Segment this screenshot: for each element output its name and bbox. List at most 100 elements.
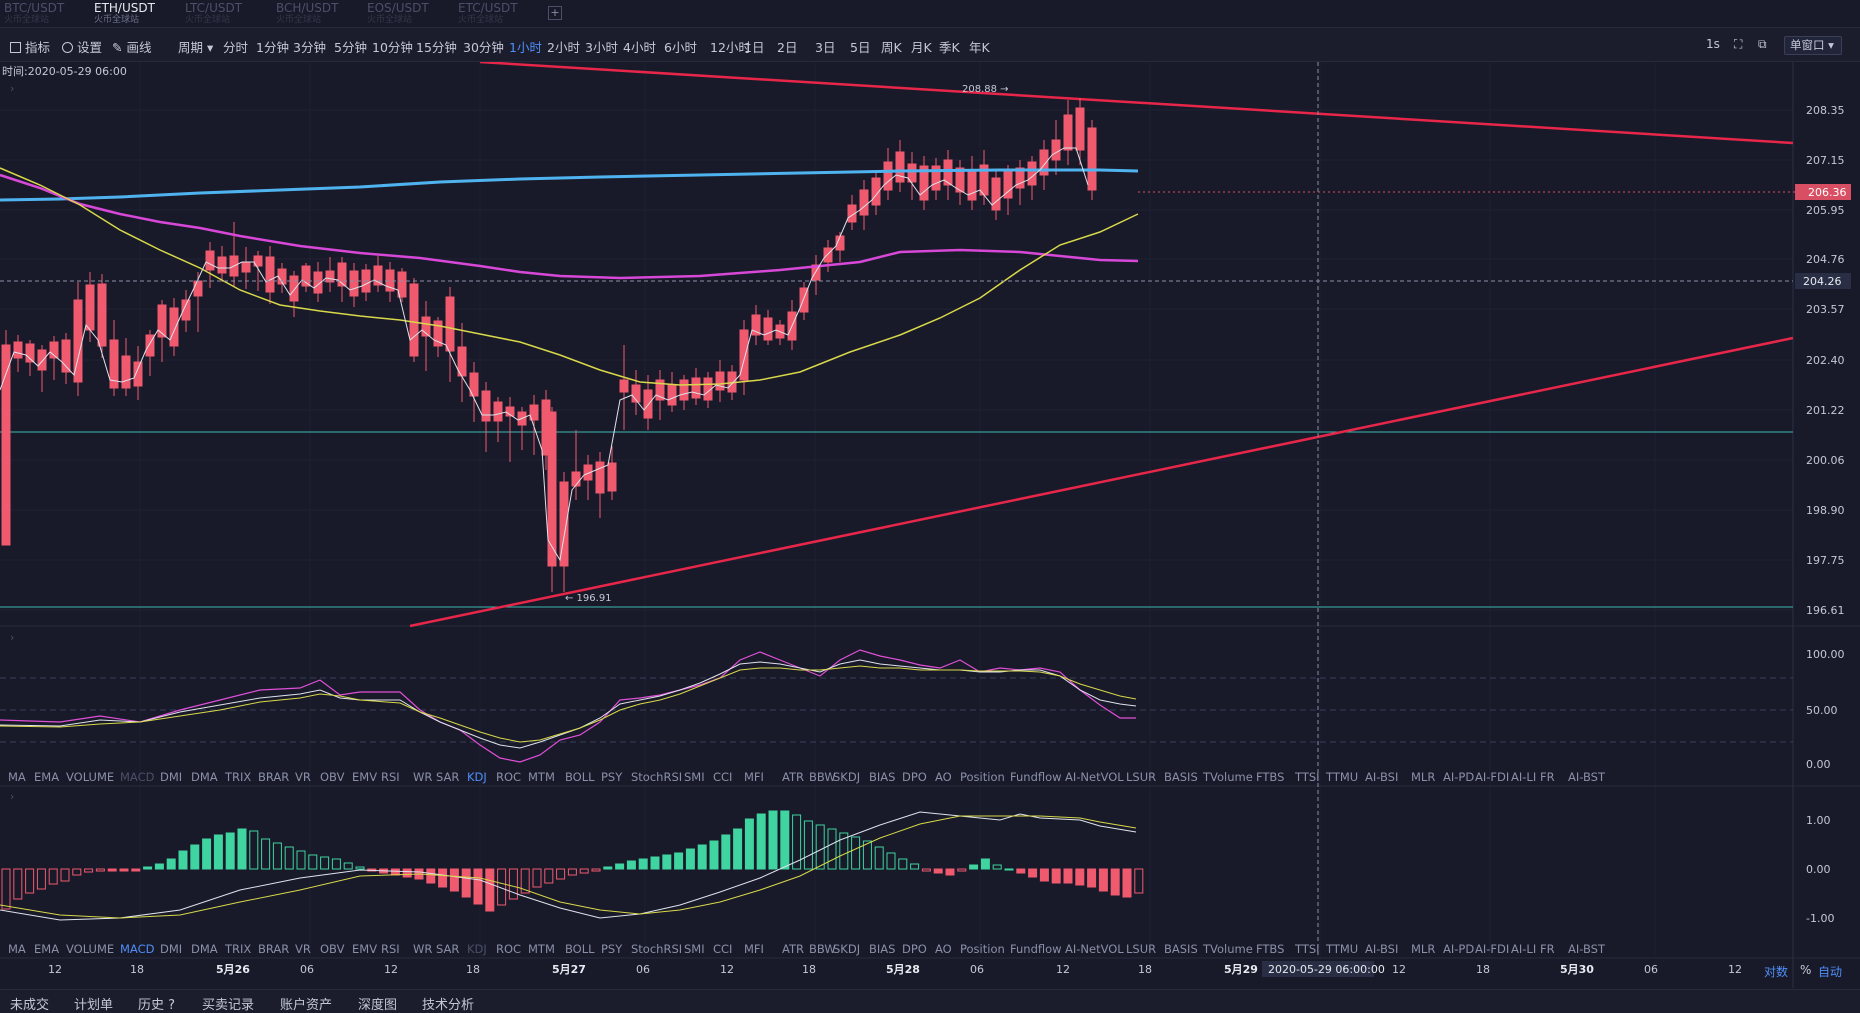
indicator-option-emv[interactable]: EMV — [352, 942, 378, 956]
market-tab-eos[interactable]: EOS/USDT 火币全球站 — [367, 2, 429, 26]
indicator-option-vr[interactable]: VR — [295, 942, 311, 956]
indicator-option-ai-pd[interactable]: AI-PD — [1443, 942, 1475, 956]
indicator-option-mlr[interactable]: MLR — [1411, 770, 1436, 784]
indicator-option-brar[interactable]: BRAR — [258, 770, 290, 784]
indicator-option-ai-bsi[interactable]: AI-BSI — [1365, 770, 1399, 784]
indicator-option-fr[interactable]: FR — [1540, 770, 1555, 784]
period-18[interactable]: 月K — [911, 40, 932, 55]
market-tab-ltc[interactable]: LTC/USDT 火币全球站 — [185, 2, 242, 26]
indicator-option-wr[interactable]: WR — [413, 942, 433, 956]
tab-trade-records[interactable]: 买卖记录 — [202, 998, 255, 1013]
market-tab-bch[interactable]: BCH/USDT 火币全球站 — [276, 2, 338, 26]
indicator-option-macd[interactable]: MACD — [120, 770, 155, 784]
indicator-option-ai-fdi[interactable]: AI-FDI — [1475, 770, 1510, 784]
indicator-option-ftbs[interactable]: FTBS — [1256, 770, 1285, 784]
indicator-option-ao[interactable]: AO — [935, 770, 952, 784]
indicator-option-bias[interactable]: BIAS — [869, 770, 896, 784]
indicator-option-dmi[interactable]: DMI — [160, 770, 183, 784]
collapse-arrow-icon[interactable]: › — [10, 790, 15, 803]
indicator-option-dmi[interactable]: DMI — [160, 942, 183, 956]
period-2[interactable]: 3分钟 — [293, 40, 326, 55]
window-mode-select[interactable]: 单窗口 ▾ — [1784, 36, 1842, 55]
indicator-option-bbw[interactable]: BBW — [809, 942, 836, 956]
settings-button[interactable]: 设置 — [62, 37, 102, 56]
candlestick-chart[interactable]: 208.35 207.15 205.95 204.76 203.57 202.40 201.… — [0, 62, 1860, 988]
period-8[interactable]: 2小时 — [547, 40, 580, 55]
indicator-option-ma[interactable]: MA — [8, 770, 26, 784]
indicator-option-volume[interactable]: VOLUME — [66, 770, 115, 784]
indicator-option-basis[interactable]: BASIS — [1164, 942, 1198, 956]
indicator-option-macd[interactable]: MACD — [120, 942, 155, 956]
log-scale-link[interactable]: 对数 — [1764, 965, 1789, 979]
indicator-option-trix[interactable]: TRIX — [225, 770, 252, 784]
indicator-option-atr[interactable]: ATR — [782, 770, 804, 784]
period-4[interactable]: 10分钟 — [372, 40, 413, 55]
tab-account-assets[interactable]: 账户资产 — [280, 998, 333, 1013]
indicator-option-tvolume[interactable]: TVolume — [1203, 770, 1253, 784]
indicator-option-trix[interactable]: TRIX — [225, 942, 252, 956]
period-0[interactable]: 分时 — [223, 40, 249, 55]
indicator-option-boll[interactable]: BOLL — [565, 770, 595, 784]
add-market-tab-button[interactable]: + — [548, 6, 562, 20]
period-16[interactable]: 5日 — [850, 40, 871, 55]
period-3[interactable]: 5分钟 — [334, 40, 367, 55]
indicator-option-kdj[interactable]: KDJ — [467, 770, 487, 784]
indicator-option-dma[interactable]: DMA — [191, 942, 218, 956]
indicator-option-obv[interactable]: OBV — [320, 942, 345, 956]
indicator-option-sar[interactable]: SAR — [436, 770, 460, 784]
indicator-option-rsi[interactable]: RSI — [381, 770, 400, 784]
indicator-option-ai-netvol[interactable]: AI-NetVOL — [1065, 942, 1124, 956]
indicator-option-mfi[interactable]: MFI — [744, 770, 764, 784]
indicator-option-boll[interactable]: BOLL — [565, 942, 595, 956]
indicator-option-ttmu[interactable]: TTMU — [1326, 942, 1359, 956]
market-tab-btc[interactable]: BTC/USDT 火币全球站 — [4, 2, 64, 26]
indicator-option-ttsi[interactable]: TTSI — [1295, 770, 1320, 784]
indicator-option-lsur[interactable]: LSUR — [1126, 942, 1157, 956]
indicator-option-rsi[interactable]: RSI — [381, 942, 400, 956]
indicator-option-ao[interactable]: AO — [935, 942, 952, 956]
collapse-arrow-icon[interactable]: › — [10, 631, 15, 644]
period-12[interactable]: 12小时 — [710, 40, 751, 55]
tab-plan-orders[interactable]: 计划单 — [74, 998, 114, 1013]
indicator-option-smi[interactable]: SMI — [684, 942, 705, 956]
indicator-option-cci[interactable]: CCI — [713, 770, 733, 784]
indicator-option-psy[interactable]: PSY — [601, 942, 623, 956]
indicator-option-ai-pd[interactable]: AI-PD — [1443, 770, 1475, 784]
market-tab-etc[interactable]: ETC/USDT 火币全球站 — [458, 2, 518, 26]
indicator-option-lsur[interactable]: LSUR — [1126, 770, 1157, 784]
market-tab-eth[interactable]: ETH/USDT 火币全球站 — [94, 2, 155, 26]
indicator-option-kdj[interactable]: KDJ — [467, 942, 487, 956]
auto-scale-link[interactable]: 自动 — [1818, 965, 1843, 979]
indicator-option-fundflow[interactable]: Fundflow — [1010, 942, 1062, 956]
percent-scale-link[interactable]: % — [1800, 963, 1812, 977]
draw-button[interactable]: ✎ 画线 — [112, 37, 151, 56]
period-9[interactable]: 3小时 — [585, 40, 618, 55]
indicator-option-stochrsi[interactable]: StochRSI — [631, 942, 683, 956]
indicator-option-psy[interactable]: PSY — [601, 770, 623, 784]
period-10[interactable]: 4小时 — [623, 40, 656, 55]
collapse-arrow-icon[interactable]: › — [10, 82, 15, 95]
indicator-option-dma[interactable]: DMA — [191, 770, 218, 784]
indicator-option-ttsi[interactable]: TTSI — [1295, 942, 1320, 956]
indicator-option-ai-fdi[interactable]: AI-FDI — [1475, 942, 1510, 956]
indicator-option-ai-li[interactable]: AI-LI — [1511, 942, 1537, 956]
period-17[interactable]: 周K — [881, 40, 902, 55]
indicator-button[interactable]: 指标 — [10, 37, 50, 56]
tab-depth-chart[interactable]: 深度图 — [358, 998, 398, 1013]
indicator-option-ema[interactable]: EMA — [34, 770, 60, 784]
period-1[interactable]: 1分钟 — [256, 40, 289, 55]
period-13[interactable]: 1日 — [744, 40, 765, 55]
indicator-option-basis[interactable]: BASIS — [1164, 770, 1198, 784]
indicator-option-roc[interactable]: ROC — [496, 942, 522, 956]
indicator-option-mfi[interactable]: MFI — [744, 942, 764, 956]
period-7[interactable]: 1小时 — [509, 40, 542, 55]
indicator-option-fr[interactable]: FR — [1540, 942, 1555, 956]
indicator-option-ai-bst[interactable]: AI-BST — [1568, 942, 1606, 956]
popout-icon[interactable]: ⧉ — [1758, 37, 1767, 51]
indicator-option-ma[interactable]: MA — [8, 942, 26, 956]
indicator-option-tvolume[interactable]: TVolume — [1203, 942, 1253, 956]
indicator-option-ai-bsi[interactable]: AI-BSI — [1365, 942, 1399, 956]
indicator-option-ema[interactable]: EMA — [34, 942, 60, 956]
indicator-option-stochrsi[interactable]: StochRSI — [631, 770, 683, 784]
indicator-option-ai-bst[interactable]: AI-BST — [1568, 770, 1606, 784]
